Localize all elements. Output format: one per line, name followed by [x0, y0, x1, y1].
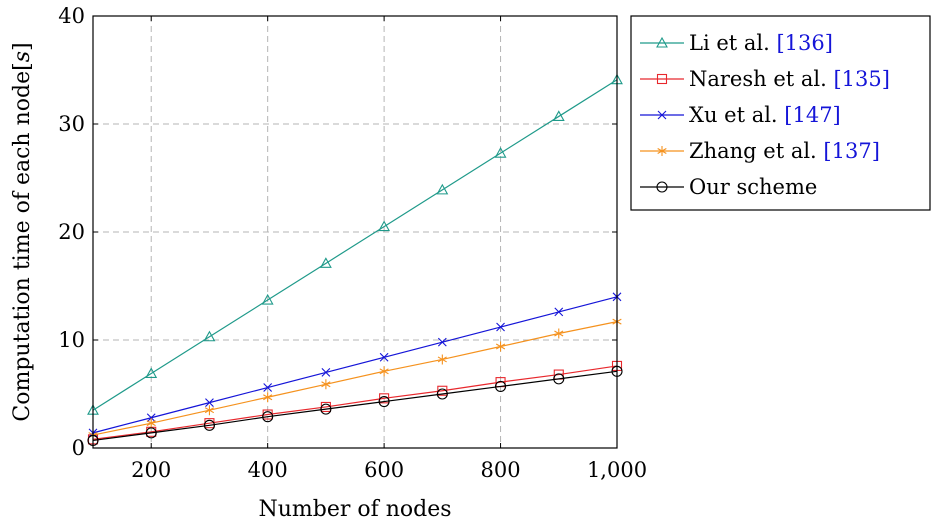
x-tick-label: 400	[248, 458, 288, 482]
x-tick-label: 1,000	[587, 458, 647, 482]
series-line	[92, 79, 618, 411]
legend-label: Our scheme	[689, 175, 817, 199]
data-point-circle	[495, 380, 507, 392]
data-point-star	[263, 392, 273, 403]
data-point-circle	[145, 427, 157, 439]
data-point-x	[263, 383, 273, 392]
data-point-circle	[203, 419, 215, 431]
data-point-star	[146, 418, 156, 429]
data-point-triangle	[261, 293, 274, 305]
data-point-triangle	[203, 330, 216, 342]
data-point-triangle	[436, 183, 449, 195]
legend-label: Xu et al. [147]	[689, 103, 841, 127]
y-tick-label: 0	[72, 436, 85, 460]
data-point-star	[437, 354, 447, 365]
x-tick-label: 800	[481, 458, 521, 482]
data-point-triangle	[378, 220, 391, 232]
series-naresh-et-al	[87, 360, 623, 445]
data-point-star	[495, 341, 506, 352]
legend-box	[630, 15, 931, 211]
data-point-circle	[262, 411, 274, 423]
data-point-circle	[553, 373, 565, 385]
legend-entry: Xu et al. [147]	[640, 103, 841, 127]
series-line	[92, 365, 618, 440]
series-line	[92, 296, 618, 434]
legend-label: Zhang et al. [137]	[689, 139, 880, 163]
data-point-x	[554, 307, 564, 317]
legend-label: Naresh et al. [135]	[689, 67, 890, 91]
y-tick-label: 40	[58, 4, 85, 28]
data-point-x	[146, 413, 156, 423]
series-layer	[87, 73, 623, 446]
data-point-triangle	[319, 257, 332, 268]
series-line	[92, 370, 618, 442]
legend-entry: Our scheme	[640, 175, 817, 199]
data-point-star	[321, 379, 331, 390]
data-point-x	[321, 368, 331, 377]
data-point-circle	[656, 181, 668, 193]
axis-ticks: 200 400 600 800 1,000 0 10 20 30 40	[58, 4, 647, 482]
series-line	[92, 321, 618, 436]
legend-label: Li et al. [136]	[689, 31, 833, 55]
data-point-triangle	[552, 110, 565, 121]
data-point-circle	[378, 396, 390, 408]
data-point-x	[205, 398, 214, 408]
data-point-x	[657, 110, 667, 120]
data-point-star	[657, 146, 667, 156]
grid-lines	[93, 16, 617, 448]
y-tick-label: 30	[58, 112, 85, 136]
data-point-square	[656, 73, 668, 85]
data-point-x	[437, 337, 447, 347]
x-tick-label: 600	[364, 458, 404, 482]
series-zhang-et-al	[88, 316, 622, 441]
data-point-x	[379, 352, 389, 362]
legend-entry: Zhang et al. [137]	[640, 139, 880, 163]
y-axis-label: Computation time of each node[s]	[10, 42, 35, 421]
data-point-x	[496, 322, 505, 332]
y-tick-label: 10	[58, 328, 85, 352]
data-point-triangle	[145, 367, 158, 379]
legend-entry: Li et al. [136]	[640, 31, 833, 55]
legend-entry: Naresh et al. [135]	[640, 67, 890, 91]
data-point-triangle	[656, 36, 668, 48]
data-point-circle	[436, 388, 448, 400]
data-point-circle	[320, 403, 332, 415]
legend: Li et al. [136] Naresh et al. [135] Xu et …	[630, 15, 931, 211]
x-tick-label: 200	[131, 458, 171, 482]
data-point-star	[204, 405, 215, 416]
series-xu-et-al	[88, 292, 622, 438]
series-li-et-al	[87, 73, 623, 415]
x-axis-label: Number of nodes	[258, 497, 451, 522]
data-point-star	[379, 366, 389, 377]
data-point-triangle	[494, 147, 507, 158]
data-point-star	[554, 328, 564, 339]
y-tick-label: 20	[58, 220, 85, 244]
